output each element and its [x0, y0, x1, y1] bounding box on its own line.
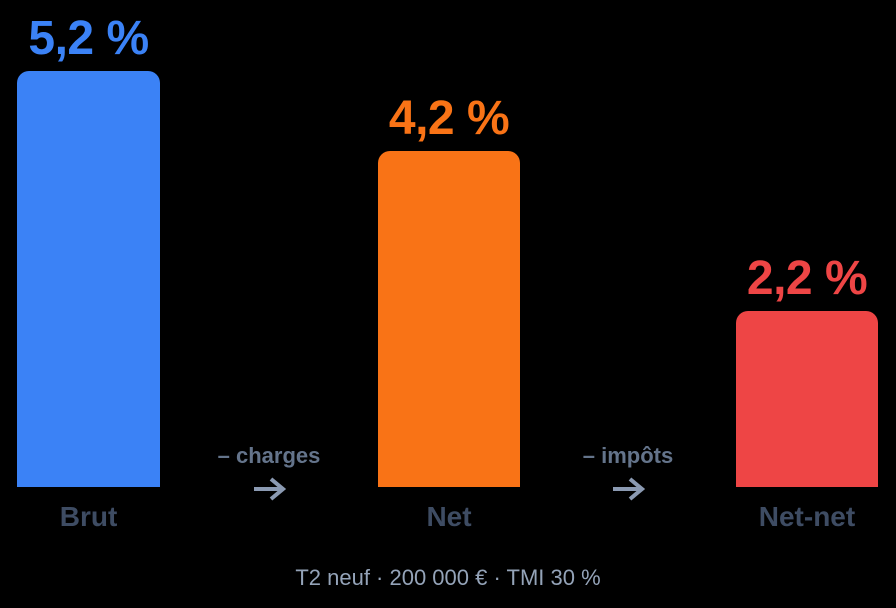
category-label-net: Net — [426, 501, 472, 532]
value-label-net: 4,2 % — [388, 92, 510, 145]
bar-group-brut: 5,2 % Brut — [17, 0, 160, 608]
category-label-brut: Brut — [59, 501, 118, 532]
value-label-net-net: 2,2 % — [746, 252, 868, 305]
bar-group-net: 4,2 % Net — [378, 0, 520, 608]
chart-caption: T2 neuf · 200 000 € · TMI 30 % — [295, 565, 601, 590]
transition-impots-label: – impôts — [582, 443, 674, 468]
transition-charges-label: – charges — [217, 443, 321, 468]
arrow-right-icon — [254, 477, 286, 501]
transition-impots: – impôts — [548, 444, 708, 507]
transition-charges: – charges — [189, 444, 349, 507]
bar-net — [378, 151, 520, 487]
arrow-right-icon — [613, 477, 645, 501]
bar-net-net — [736, 311, 878, 487]
category-label-net-net: Net-net — [758, 501, 856, 532]
bar-group-net-net: 2,2 % Net-net — [736, 0, 878, 608]
value-label-brut: 5,2 % — [28, 12, 149, 65]
bar-brut — [17, 71, 160, 487]
